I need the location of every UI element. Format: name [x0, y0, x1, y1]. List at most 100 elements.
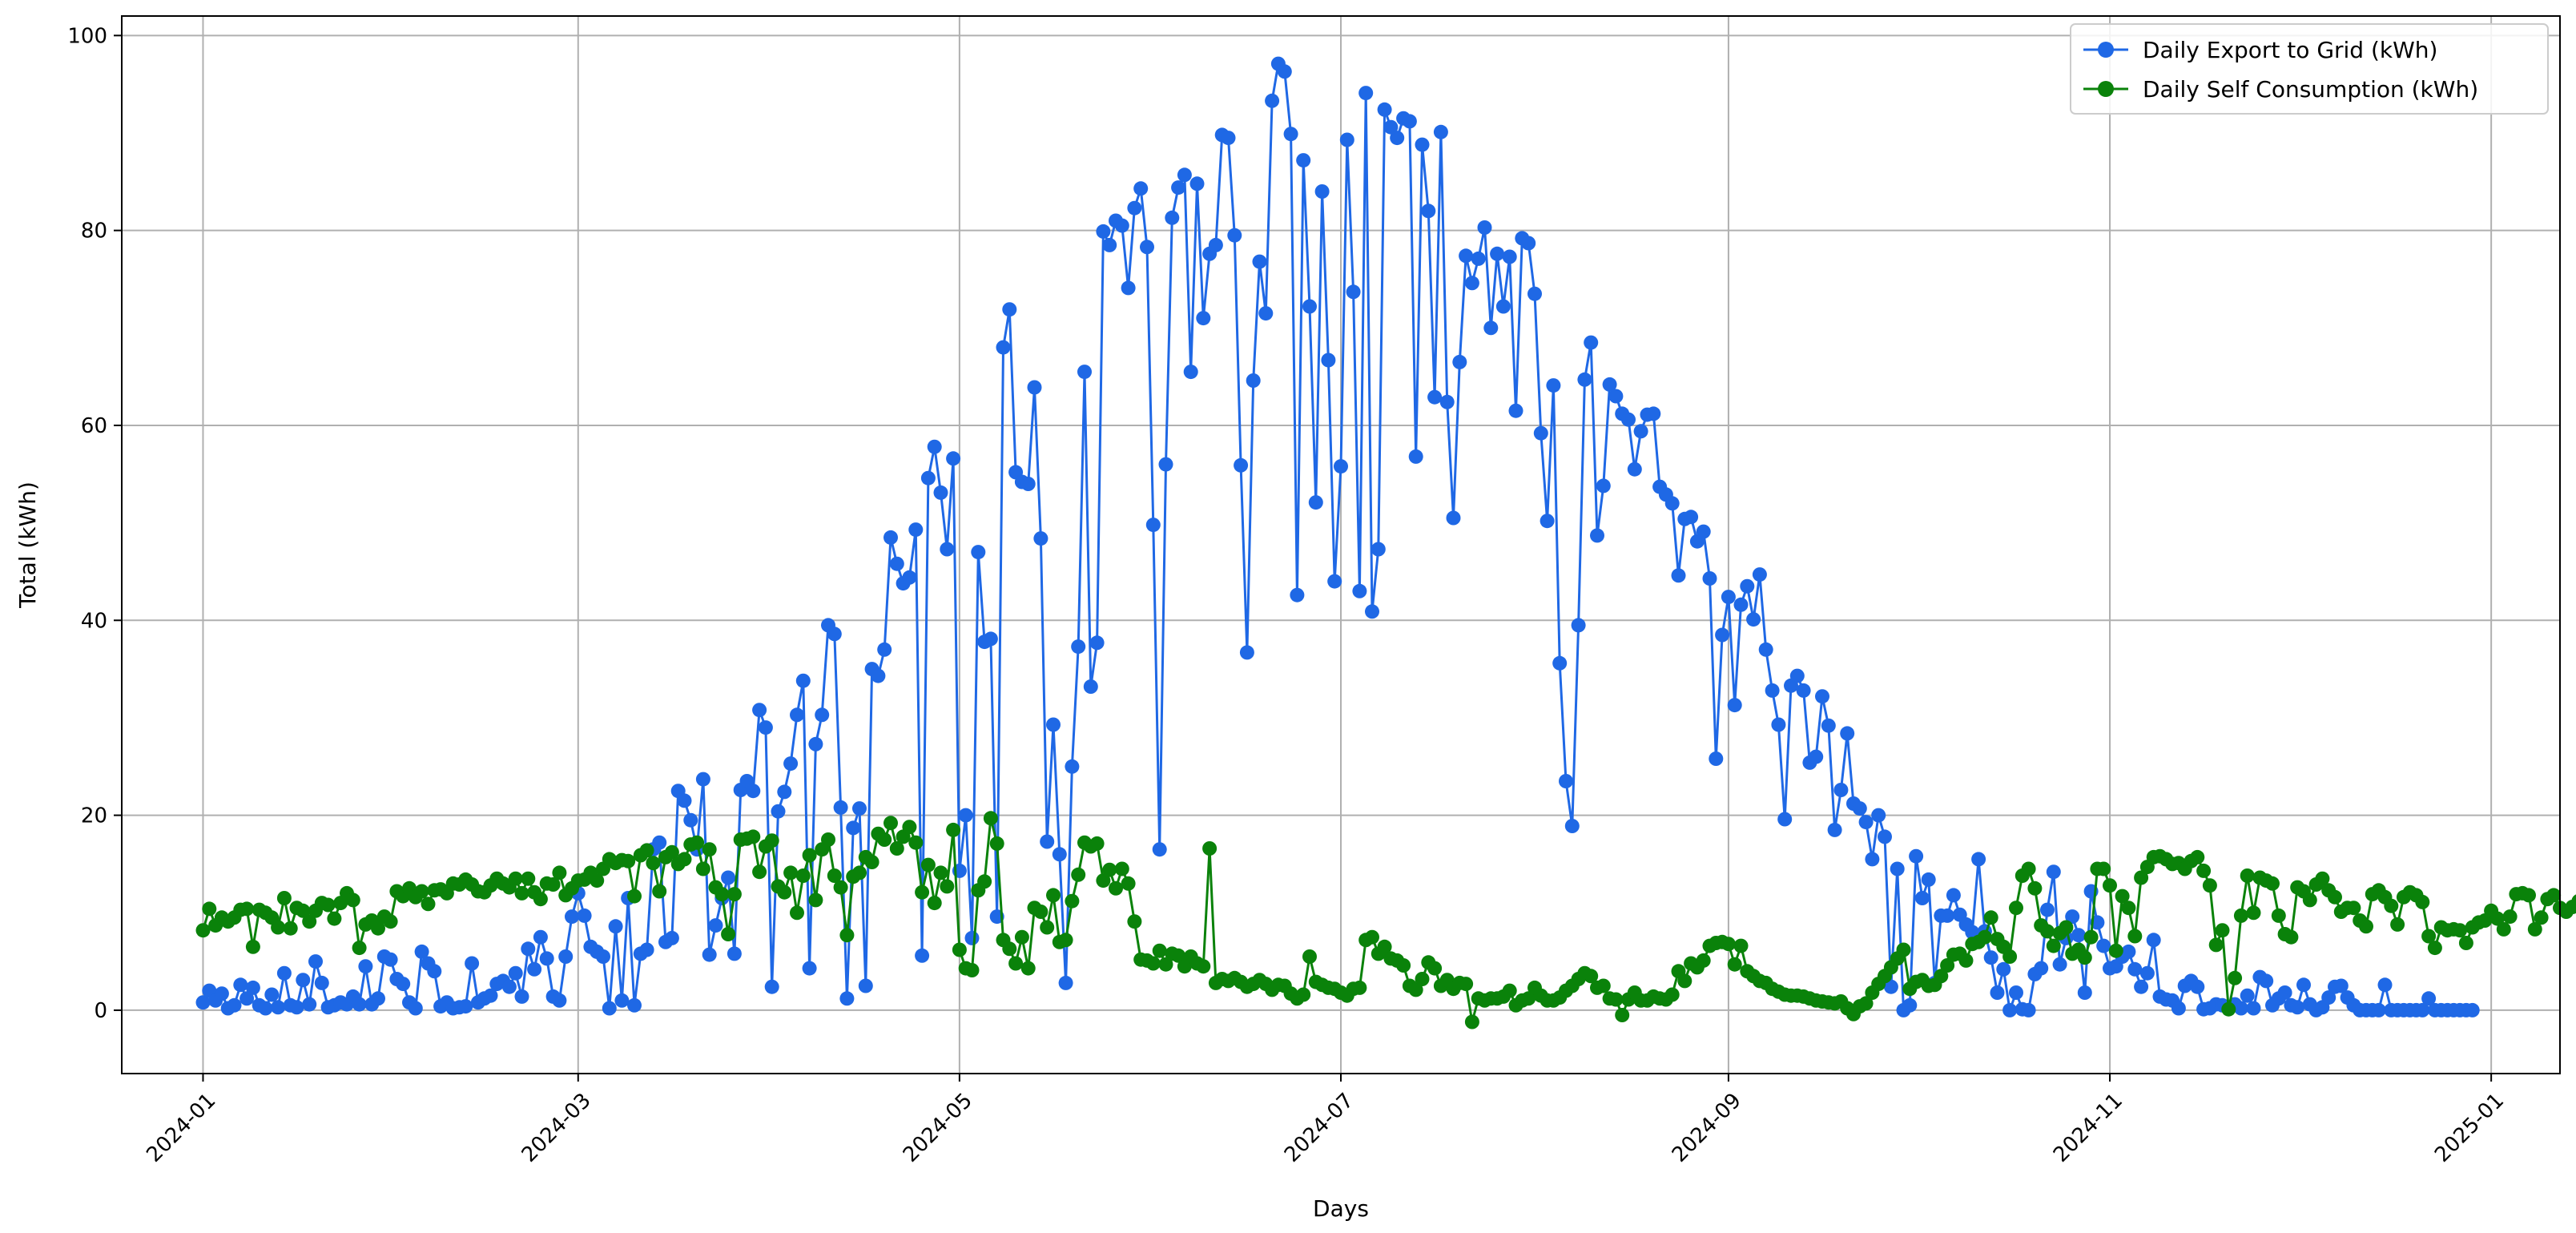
- data-point: [1321, 353, 1336, 368]
- data-point: [1052, 847, 1067, 862]
- data-point: [1715, 627, 1730, 643]
- data-point: [1283, 127, 1298, 142]
- data-point: [827, 627, 842, 642]
- data-point: [702, 947, 717, 962]
- data-point: [1840, 726, 1855, 741]
- data-point: [371, 921, 385, 936]
- data-point: [1577, 372, 1592, 387]
- data-point: [808, 893, 823, 908]
- data-point: [1065, 759, 1080, 774]
- data-point: [2390, 917, 2405, 932]
- data-point: [1327, 574, 1342, 589]
- data-point: [2202, 878, 2217, 893]
- data-point: [1533, 425, 1548, 441]
- data-point: [514, 989, 529, 1004]
- data-point: [1415, 972, 1430, 986]
- data-point: [2196, 863, 2212, 878]
- data-point: [383, 914, 398, 929]
- data-point: [2240, 868, 2255, 883]
- data-point: [2134, 979, 2149, 994]
- data-point: [915, 884, 930, 900]
- data-point: [883, 816, 898, 831]
- data-point: [533, 892, 548, 907]
- data-point: [1002, 302, 1017, 317]
- data-point: [2296, 977, 2311, 993]
- data-point: [1352, 583, 1367, 598]
- data-point: [752, 703, 767, 718]
- data-point: [195, 995, 211, 1010]
- legend-box: [2070, 23, 2549, 115]
- data-point: [1633, 424, 1648, 439]
- data-point: [296, 903, 311, 918]
- data-point: [1096, 873, 1111, 888]
- data-point: [2221, 1001, 2236, 1017]
- data-point: [1121, 876, 1136, 891]
- data-point: [1402, 114, 1417, 129]
- data-point: [1171, 180, 1186, 195]
- data-point: [276, 891, 292, 905]
- data-point: [1777, 812, 1793, 827]
- data-point: [1102, 237, 1117, 252]
- data-point: [2040, 902, 2055, 917]
- data-point: [596, 949, 610, 964]
- data-point: [1883, 979, 1898, 994]
- data-point: [1065, 893, 1080, 909]
- data-point: [1646, 406, 1661, 421]
- data-point: [421, 897, 436, 912]
- data-point: [1671, 568, 1686, 583]
- data-point: [777, 784, 792, 800]
- data-point: [1464, 276, 1479, 291]
- data-point: [1002, 941, 1017, 957]
- data-point: [2009, 901, 2023, 916]
- grid: [122, 16, 2560, 1074]
- data-point: [1127, 914, 1142, 929]
- data-point: [1940, 958, 1955, 973]
- data-point: [2228, 970, 2243, 985]
- data-point: [2377, 977, 2393, 993]
- data-point: [314, 975, 329, 990]
- data-point: [1265, 93, 1280, 108]
- data-point: [1177, 167, 1192, 183]
- data-point: [2233, 1001, 2248, 1016]
- data-point: [1758, 642, 1773, 657]
- data-point: [1721, 590, 1736, 605]
- data-point: [721, 870, 736, 885]
- data-point: [2134, 870, 2149, 885]
- data-point: [783, 756, 799, 772]
- legend-label-self-consumption: Daily Self Consumption (kWh): [2143, 76, 2478, 103]
- data-point: [1196, 959, 1211, 974]
- legend-marker-export: [2098, 42, 2114, 58]
- data-point: [927, 439, 942, 454]
- data-point: [2127, 961, 2143, 977]
- data-point: [1521, 236, 1536, 251]
- data-point: [964, 930, 980, 945]
- data-point: [1664, 496, 1680, 511]
- data-point: [1427, 961, 1443, 976]
- data-point: [1921, 872, 1936, 887]
- data-point: [1083, 679, 1098, 694]
- data-point: [552, 865, 567, 880]
- data-point: [1940, 908, 1955, 923]
- data-point: [396, 977, 411, 992]
- data-point: [1314, 184, 1330, 199]
- data-point: [2271, 908, 2286, 923]
- data-point: [2171, 1001, 2186, 1016]
- data-point: [2190, 979, 2205, 994]
- data-point: [1371, 542, 1386, 557]
- data-point: [802, 961, 817, 976]
- data-point: [839, 928, 855, 943]
- data-point: [1290, 587, 1305, 602]
- data-point: [2077, 985, 2092, 1000]
- data-point: [1396, 958, 1411, 973]
- data-point: [2027, 880, 2043, 896]
- data-point: [1771, 717, 1786, 732]
- data-point: [1608, 992, 1624, 1007]
- data-point: [1684, 510, 1699, 525]
- data-point: [2108, 943, 2123, 958]
- data-point: [383, 952, 398, 967]
- data-point: [195, 923, 211, 938]
- data-point: [1483, 320, 1499, 336]
- data-point: [790, 707, 804, 723]
- data-point: [1796, 683, 1811, 698]
- data-point: [1020, 477, 1036, 491]
